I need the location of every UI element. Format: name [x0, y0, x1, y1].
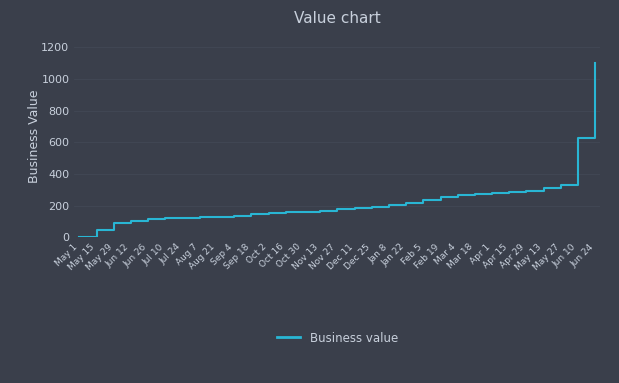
- Legend: Business value: Business value: [272, 327, 403, 349]
- Y-axis label: Business Value: Business Value: [28, 89, 41, 183]
- Title: Value chart: Value chart: [294, 11, 381, 26]
